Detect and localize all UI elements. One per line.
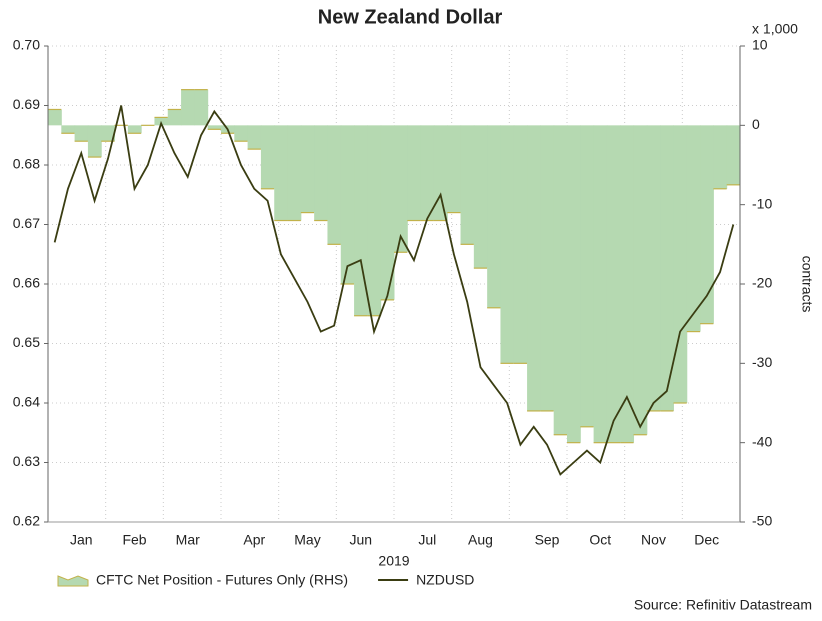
x-tick-label: Oct bbox=[589, 532, 611, 548]
area-step bbox=[433, 125, 448, 221]
area-step bbox=[606, 125, 621, 443]
y2-tick-label: -10 bbox=[752, 195, 772, 211]
area-step bbox=[367, 125, 382, 316]
area-step bbox=[274, 125, 289, 221]
area-step bbox=[194, 89, 209, 126]
x-tick-label: Dec bbox=[694, 532, 719, 548]
legend-label: CFTC Net Position - Futures Only (RHS) bbox=[96, 572, 348, 588]
y2-label: contracts bbox=[799, 256, 815, 313]
x-tick-label: Apr bbox=[243, 532, 265, 548]
area-step bbox=[473, 125, 488, 269]
area-step bbox=[633, 125, 648, 435]
area-step bbox=[300, 125, 315, 213]
area-step bbox=[713, 125, 728, 189]
x-tick-label: Feb bbox=[122, 532, 146, 548]
y2-tick-label: -30 bbox=[752, 354, 772, 370]
y2-unit: x 1,000 bbox=[752, 21, 798, 37]
area-step bbox=[500, 125, 515, 364]
x-tick-label: Jan bbox=[70, 532, 93, 548]
y2-tick-label: -20 bbox=[752, 275, 772, 291]
x-tick-label: Sep bbox=[535, 532, 560, 548]
area-step bbox=[234, 125, 249, 142]
area-step bbox=[48, 109, 62, 126]
area-step bbox=[127, 125, 142, 134]
chart-title: New Zealand Dollar bbox=[318, 6, 503, 28]
y2-tick-label: 10 bbox=[752, 37, 768, 53]
area-step bbox=[673, 125, 688, 403]
y-tick-label: 0.67 bbox=[13, 215, 40, 231]
y-tick-label: 0.66 bbox=[13, 275, 40, 291]
area-step bbox=[154, 117, 169, 126]
y2-tick-label: 0 bbox=[752, 116, 760, 132]
y-tick-label: 0.64 bbox=[13, 394, 40, 410]
x-tick-label: Mar bbox=[176, 532, 200, 548]
area-step bbox=[380, 125, 395, 300]
area-step bbox=[287, 125, 302, 221]
area-step bbox=[660, 125, 674, 411]
line bbox=[53, 105, 735, 476]
area-step bbox=[620, 125, 635, 443]
area-step bbox=[646, 125, 661, 411]
area-step bbox=[340, 125, 355, 284]
x-tick-label: Nov bbox=[641, 532, 666, 548]
area-step bbox=[686, 125, 701, 332]
area-step bbox=[580, 125, 595, 427]
area-step bbox=[527, 125, 541, 411]
area-step bbox=[327, 125, 342, 245]
area-step bbox=[87, 125, 102, 158]
area-step bbox=[407, 125, 422, 221]
area-step bbox=[61, 125, 76, 134]
y-tick-label: 0.62 bbox=[13, 513, 40, 529]
source: Source: Refinitiv Datastream bbox=[634, 597, 812, 613]
x-tick-label: Aug bbox=[468, 532, 493, 548]
x-tick-label: Jul bbox=[418, 532, 436, 548]
y2-tick-label: -40 bbox=[752, 433, 772, 449]
x-label: 2019 bbox=[378, 553, 409, 569]
area-step bbox=[513, 125, 528, 364]
y2-tick-label: -50 bbox=[752, 513, 772, 529]
area-step bbox=[726, 125, 741, 185]
area-step bbox=[260, 125, 275, 189]
y-tick-label: 0.65 bbox=[13, 334, 40, 350]
area-step bbox=[567, 125, 581, 443]
y-tick-label: 0.69 bbox=[13, 96, 40, 112]
area-step bbox=[314, 125, 328, 221]
x-tick-label: May bbox=[294, 532, 320, 548]
area-step bbox=[460, 125, 475, 245]
area-step bbox=[354, 125, 368, 316]
area-step bbox=[394, 125, 408, 253]
x-tick-label: Jun bbox=[349, 532, 372, 548]
area-step bbox=[700, 125, 714, 324]
area-step bbox=[167, 109, 182, 126]
area-step bbox=[207, 125, 222, 130]
area-step bbox=[447, 125, 462, 213]
y-tick-label: 0.68 bbox=[13, 156, 40, 172]
legend-label: NZDUSD bbox=[416, 572, 474, 588]
legend-swatch bbox=[57, 575, 89, 587]
area-step bbox=[181, 89, 195, 126]
y-tick-label: 0.63 bbox=[13, 453, 40, 469]
area-step bbox=[247, 125, 262, 150]
area-step bbox=[101, 125, 116, 142]
area-step bbox=[540, 125, 555, 411]
area-step bbox=[553, 125, 568, 435]
area-step bbox=[420, 125, 435, 221]
area-step bbox=[593, 125, 608, 443]
area-step bbox=[487, 125, 501, 308]
area-step bbox=[74, 125, 89, 142]
y-tick-label: 0.70 bbox=[13, 37, 40, 53]
